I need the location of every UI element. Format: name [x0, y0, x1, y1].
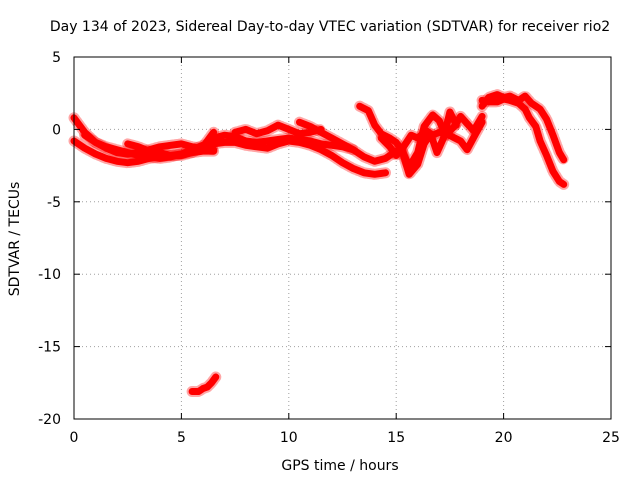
series-markers-track-l	[476, 89, 570, 166]
axis-ticks: 0 5 10 15 20 25 5 0 -5 -10 -15 -20	[38, 50, 620, 446]
series-markers-track-m	[476, 93, 570, 190]
x-tick-label: 0	[70, 430, 79, 446]
series-line-track-l	[478, 91, 568, 164]
x-tick-label: 10	[280, 430, 298, 446]
y-tick-label: -5	[47, 195, 61, 211]
series-line-track-d	[124, 128, 218, 159]
chart-title: Day 134 of 2023, Sidereal Day-to-day VTE…	[50, 19, 610, 35]
y-tick-label: -10	[38, 267, 61, 283]
plot-frame	[73, 56, 612, 420]
series-markers-track-e	[208, 129, 359, 156]
series-markers-track-d	[122, 126, 220, 161]
y-axis-label: SDTVAR / TECUs	[7, 182, 23, 297]
series-line-track-h	[296, 118, 400, 165]
series-line-track-k	[399, 108, 460, 178]
y-tick-label: 5	[52, 50, 61, 66]
series-line-track-g	[231, 121, 325, 138]
series-markers-track-n	[186, 371, 222, 397]
x-tick-label: 20	[495, 430, 513, 446]
y-tick-label: 0	[52, 122, 61, 138]
series-line-track-f	[210, 137, 389, 178]
data-series	[68, 89, 570, 397]
y-tick-label: -20	[38, 412, 61, 428]
y-tick-label: -15	[38, 340, 61, 356]
series-markers-track-k	[397, 106, 462, 180]
series-line-track-m	[478, 95, 568, 188]
series-markers-track-h	[294, 116, 402, 167]
series-markers-track-f	[208, 135, 391, 180]
x-tick-label: 25	[602, 430, 620, 446]
x-tick-label: 5	[177, 430, 186, 446]
x-tick-label: 15	[387, 430, 405, 446]
series-line-track-n	[188, 373, 220, 395]
grid-lines	[74, 57, 611, 419]
x-axis-label: GPS time / hours	[281, 458, 398, 474]
series-line-track-e	[210, 131, 357, 154]
series-markers-track-g	[229, 119, 327, 140]
